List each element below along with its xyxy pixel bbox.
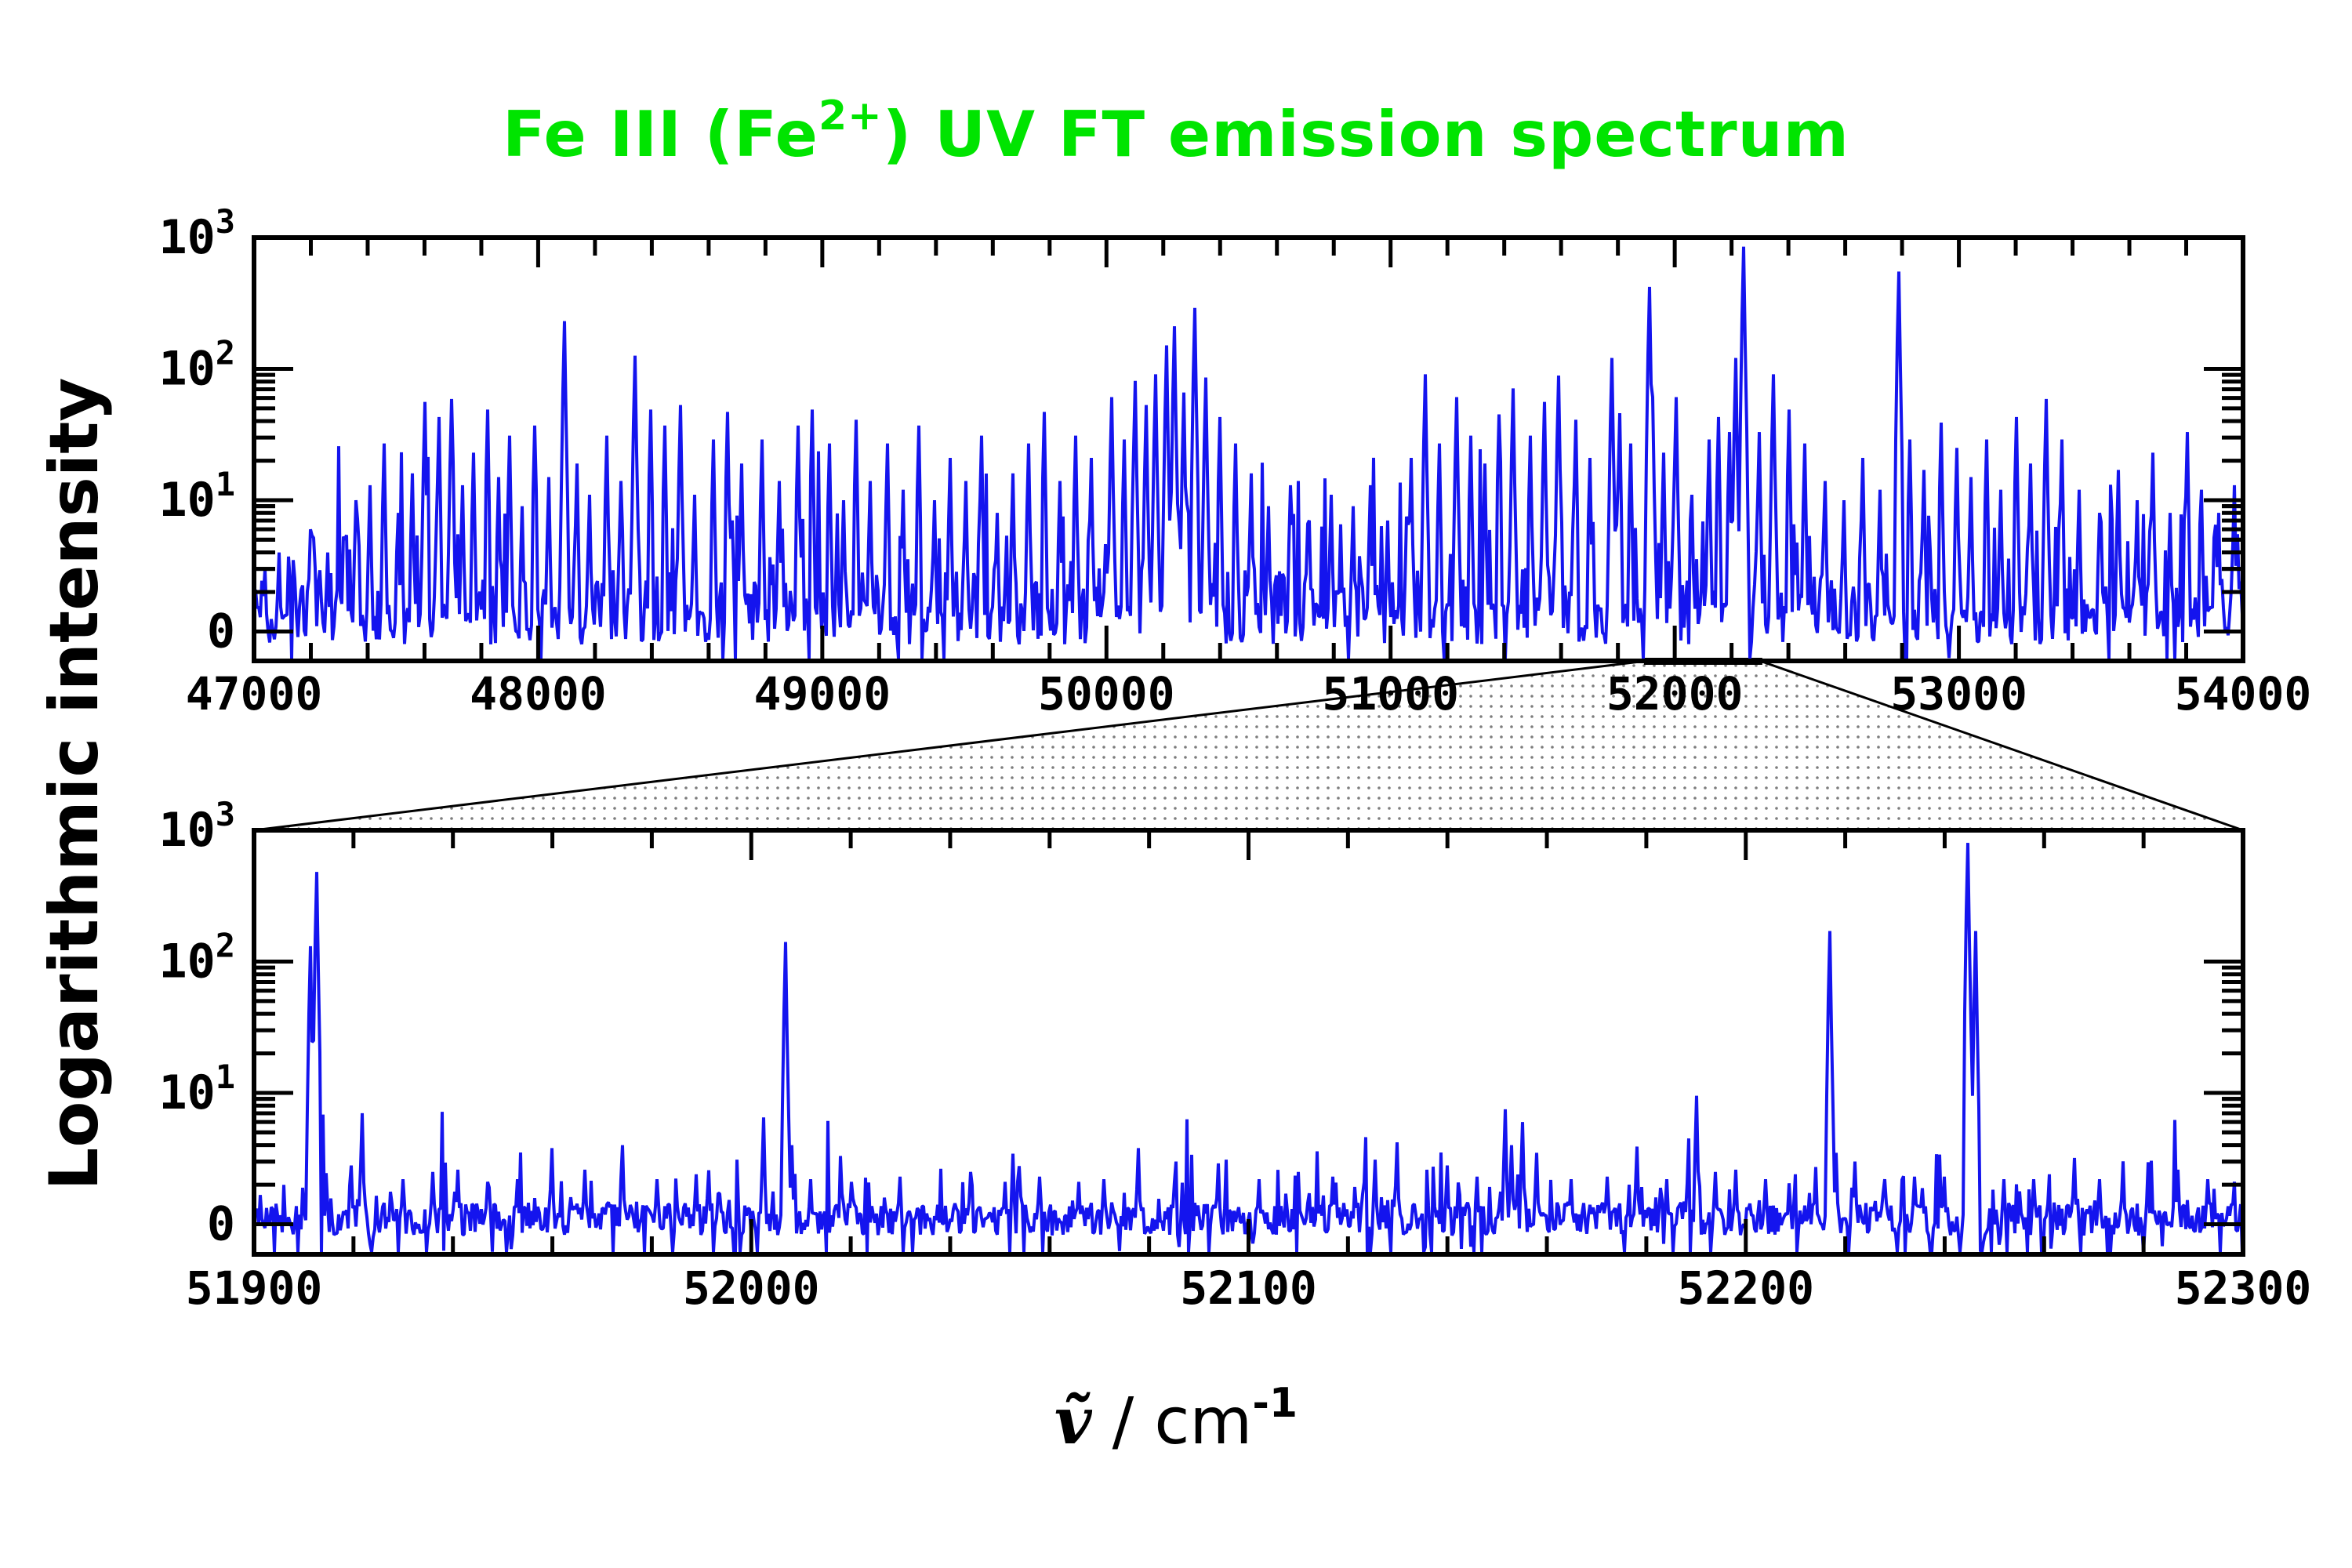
zoom-cone-right-edge: [1759, 659, 2244, 832]
x-ticks: [252, 830, 2245, 1254]
x-ticks: [252, 238, 2245, 661]
x-tick-label: 51900: [186, 1261, 323, 1315]
x-tick-label: 47000: [186, 667, 323, 720]
x-tick-label: 52000: [1606, 667, 1744, 720]
y-tick-label: 0: [207, 604, 235, 659]
zoomed-spectrum-51900-52300-trace: [252, 843, 2245, 1254]
y-ticks: [254, 235, 2243, 633]
zoomed-spectrum-51900-52300-panel: 51900 52000 52100 52200 52300 103 102 101 0: [158, 795, 2311, 1315]
x-tick-label: 52300: [2175, 1261, 2312, 1315]
x-tick-label: 51000: [1322, 667, 1459, 720]
y-tick-label: 0: [207, 1197, 235, 1252]
x-tick-label: 53000: [1890, 667, 2027, 720]
y-tick-label: 101: [158, 465, 235, 528]
x-axis-unit-exponent: -1: [1252, 1380, 1298, 1427]
full-uv-spectrum-trace: [252, 246, 2245, 660]
y-axis-label: Logarithmic intensity: [35, 377, 114, 1191]
y-ticks: [254, 828, 2243, 1226]
page-title: Fe III (Fe2+) UV FT emission spectrum: [0, 93, 2352, 171]
y-tick-label: 102: [158, 927, 235, 989]
title-suffix: ) UV FT emission spectrum: [882, 98, 1849, 171]
x-tick-label: 48000: [470, 667, 607, 720]
zoom-cone-fill: [254, 661, 2243, 830]
x-tick-label: 52000: [683, 1261, 820, 1315]
y-tick-label: 103: [158, 202, 235, 265]
x-tick-label: 54000: [2175, 667, 2312, 720]
x-tick-label: 52200: [1677, 1261, 1814, 1315]
y-tick-label: 101: [158, 1058, 235, 1120]
title-superscript: 2+: [818, 93, 883, 140]
x-tick-label: 52100: [1180, 1261, 1317, 1315]
x-tick-label: 50000: [1038, 667, 1175, 720]
zoom-cone-left-edge: [253, 659, 1647, 832]
x-axis-unit: / cm: [1091, 1385, 1253, 1459]
x-tick-label: 49000: [754, 667, 891, 720]
y-tick-label: 103: [158, 795, 235, 858]
full-uv-spectrum-panel: 47000 48000 49000 50000 51000 52000 53000 54000…: [158, 202, 2311, 720]
y-tick-label: 102: [158, 334, 235, 397]
full-uv-spectrum-frame: [252, 235, 2245, 663]
x-axis-label: ṽ / cm-1: [0, 1380, 2352, 1459]
wavenumber-symbol: ṽ: [1054, 1384, 1092, 1459]
title-prefix: Fe III (Fe: [503, 98, 818, 171]
